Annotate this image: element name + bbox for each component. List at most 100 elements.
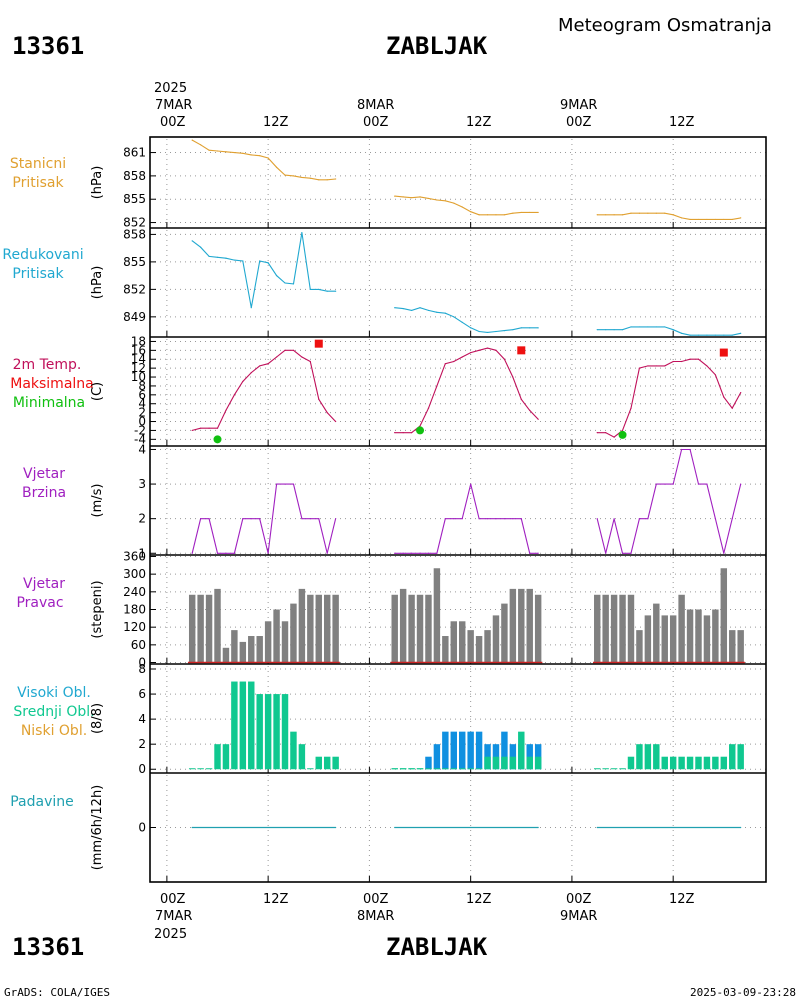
- reduced-pressure-point: [630, 326, 632, 328]
- reduced-pressure-point: [453, 316, 455, 318]
- reduced-pressure-point: [689, 334, 691, 336]
- cloud-bar: [290, 731, 297, 770]
- wind-dir-label-2: Pravac: [16, 595, 63, 611]
- cloud-mid-label: Srednji Obl.: [13, 704, 94, 720]
- cloud-bar: [669, 756, 677, 770]
- reduced-pressure-point: [275, 275, 278, 277]
- temperature-point: [596, 432, 598, 434]
- station-pressure-point: [275, 166, 278, 168]
- temperature-point: [486, 347, 489, 349]
- station-pressure-series-line: [394, 195, 539, 216]
- wind-direction-bar: [307, 594, 314, 663]
- cloud-bar: [720, 756, 728, 770]
- cloud-bar: [459, 731, 466, 770]
- wind-direction-bar: [475, 636, 483, 663]
- wind-direction-bar: [281, 621, 289, 663]
- wind-speed-point: [723, 552, 725, 554]
- reduced-pressure-series-line: [597, 326, 741, 336]
- wind-direction-bar: [509, 588, 517, 663]
- top-year-label: 2025: [154, 81, 187, 96]
- wind-speed-ytick-label: 2: [138, 512, 146, 526]
- reduced-pressure-point: [436, 311, 438, 313]
- wind-speed-point: [309, 518, 311, 520]
- wind-speed-panel: 1 2 3 4 (m/s): [90, 442, 766, 560]
- station-pressure-point: [503, 214, 506, 216]
- cloud-bar: [214, 744, 221, 770]
- temperature-ytick-label: 18: [131, 334, 146, 348]
- station-pressure-point: [529, 211, 531, 214]
- wind-speed-point: [427, 552, 430, 554]
- station-pressure-series-line: [597, 212, 741, 220]
- top-hour-12-1: 12Z: [263, 115, 289, 130]
- wind-direction-bar: [315, 594, 322, 663]
- temperature-unit-label: (C): [90, 382, 105, 401]
- temperature-point: [605, 432, 607, 434]
- temperature-point: [233, 394, 235, 396]
- reduced-pressure-point: [216, 256, 219, 258]
- temperature-point: [740, 392, 742, 394]
- wind-direction-bar: [526, 588, 533, 663]
- temperature-point: [613, 436, 615, 438]
- top-time-axis: 2025 7MAR 8MAR 9MAR 00Z 12Z 00Z 12Z 00Z …: [154, 81, 695, 130]
- wind-direction-bar: [678, 594, 685, 663]
- temperature-point: [731, 407, 733, 409]
- wind-speed-point: [419, 552, 421, 554]
- wind-speed-point: [503, 518, 506, 520]
- wind-direction-bar: [720, 568, 728, 663]
- bottom-year-label: 2025: [154, 927, 187, 942]
- bottom-time-axis: 00Z 12Z 00Z 12Z 00Z 12Z 7MAR 8MAR 9MAR 2…: [154, 892, 695, 942]
- wind-speed-point: [242, 518, 244, 520]
- station-pressure-series-line: [191, 139, 336, 181]
- wind-speed-ytick-label: 4: [138, 442, 146, 456]
- precipitation-point: [537, 826, 539, 829]
- reduced-pressure-point: [655, 326, 657, 328]
- station-pressure-point: [410, 197, 413, 199]
- reduced-pressure-point: [647, 326, 649, 328]
- cloud-bar: [307, 768, 314, 770]
- station-pressure-point: [309, 177, 311, 179]
- temperature-ytick-label: 8: [138, 379, 146, 393]
- wind-direction-bar: [610, 594, 618, 663]
- reduced-pressure-point: [706, 334, 708, 336]
- station-pressure-panel: 861 858 855 852 (hPa): [90, 139, 766, 230]
- station-id-top: 13361: [12, 32, 84, 60]
- wind-speed-point: [613, 518, 615, 520]
- cloud-bar: [467, 768, 474, 770]
- wind-direction-bar: [391, 594, 398, 663]
- station-pressure-ytick-label: 855: [123, 192, 146, 206]
- wind-speed-point: [664, 483, 666, 485]
- wind-speed-point: [714, 518, 716, 520]
- tmin-label: Minimalna: [13, 395, 85, 411]
- station-pressure-point: [402, 196, 404, 198]
- wind-direction-ytick-label: 120: [123, 620, 146, 634]
- precipitation-point: [335, 826, 337, 829]
- temperature-point: [647, 365, 649, 367]
- reduced-pressure-point: [318, 288, 320, 290]
- cloud-bar: [248, 681, 255, 770]
- reduced-pressure-ytick-label: 855: [123, 255, 146, 269]
- station-id-bottom: 13361: [12, 933, 84, 961]
- wind-direction-bar: [737, 630, 744, 663]
- station-pressure-ytick-label: 861: [123, 146, 146, 160]
- wind-speed-point: [478, 518, 480, 520]
- cloud-bar: [509, 756, 517, 770]
- reduced-pressure-point: [681, 332, 683, 334]
- station-pressure-point: [689, 218, 691, 221]
- wind-speed-point: [444, 518, 446, 520]
- temperature-point: [208, 427, 210, 429]
- wind-direction-bar: [619, 594, 626, 663]
- wind-direction-ytick-label: 240: [123, 585, 146, 599]
- precipitation-point: [740, 826, 742, 829]
- wind-direction-bar: [188, 594, 196, 663]
- temperature-point: [478, 349, 480, 351]
- cloud-bar: [391, 768, 398, 770]
- station-name-bottom: ZABLJAK: [386, 933, 488, 961]
- wind-speed-point: [596, 518, 598, 520]
- top-hour-00-3: 00Z: [566, 115, 592, 130]
- wind-speed-point: [208, 518, 210, 520]
- cloud-bar: [534, 756, 542, 770]
- tmin-marker: [416, 426, 425, 435]
- wind-speed-point: [731, 518, 733, 520]
- top-hour-00-2: 00Z: [363, 115, 389, 130]
- station-pressure-point: [605, 214, 607, 216]
